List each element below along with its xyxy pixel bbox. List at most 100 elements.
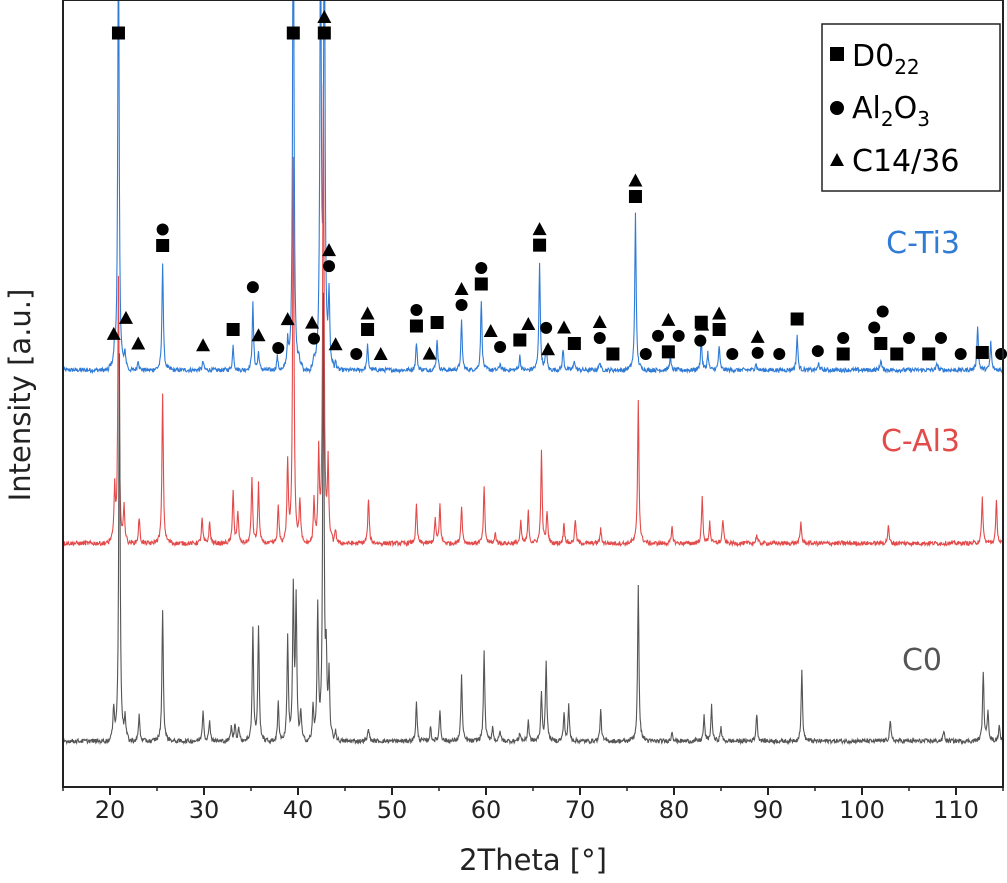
al2o3-marker (156, 223, 169, 236)
d022-marker (606, 347, 620, 361)
d022-marker (156, 239, 170, 252)
x-tick-label: 20 (95, 796, 126, 824)
y-axis-title: Intensity [a.u.] (3, 289, 37, 502)
legend-al2o3-o: O (894, 91, 918, 126)
d022-marker (628, 190, 642, 203)
legend-al2o3-2: 2 (881, 107, 894, 131)
x-tick-label: 50 (377, 796, 408, 824)
d022-marker (513, 333, 527, 347)
al2o3-marker (639, 348, 652, 360)
legend-square-marker (830, 47, 844, 61)
c14-36-marker (422, 346, 437, 360)
al2o3-marker (540, 321, 553, 334)
al2o3-marker (876, 305, 889, 318)
al2o3-marker (272, 341, 285, 354)
al2o3-marker (593, 332, 606, 344)
x-tick-label: 70 (565, 796, 596, 824)
legend-d022: D022 (852, 39, 920, 79)
al2o3-marker (323, 260, 336, 273)
c14-36-marker (695, 317, 710, 331)
legend-al2o3-3: 3 (917, 107, 930, 131)
c14-36-marker (280, 312, 295, 326)
d022-marker (661, 345, 675, 359)
d022-marker (111, 26, 125, 40)
x-tick-label: 80 (659, 796, 690, 824)
legend-box (821, 23, 1001, 192)
c14-36-marker (628, 173, 643, 187)
x-tick-label: 90 (753, 796, 784, 824)
legend-c14-36: C14/36 (852, 144, 959, 179)
c14-36-marker (131, 336, 146, 350)
c14-36-marker (106, 326, 121, 340)
c14-36-marker (541, 342, 556, 356)
al2o3-marker (934, 331, 947, 344)
series-line (63, 292, 1003, 746)
legend-triangle-marker (830, 153, 844, 166)
c14-36-marker (118, 310, 133, 324)
d022-marker (975, 345, 989, 359)
d022-marker (430, 316, 444, 329)
legend: D022 Al2O3 C14/36 (821, 23, 1001, 192)
series-c-ti3 (63, 0, 1003, 375)
al2o3-marker (494, 341, 507, 353)
c14-36-marker (521, 317, 536, 330)
legend-d022-main: D0 (852, 39, 894, 74)
d022-marker (226, 323, 240, 336)
x-tick-label: 30 (189, 796, 220, 824)
al2o3-marker (694, 334, 707, 347)
c14-36-marker (328, 337, 343, 351)
al2o3-marker (475, 262, 488, 274)
d022-marker (836, 347, 850, 361)
d022-marker (712, 323, 726, 336)
c14-36-marker (251, 328, 266, 342)
c14-36-marker (196, 338, 211, 352)
d022-marker (922, 347, 936, 361)
al2o3-marker (350, 348, 363, 360)
d022-marker (286, 26, 300, 40)
x-tick-label: 100 (839, 796, 885, 824)
al2o3-marker (811, 345, 824, 358)
al2o3-marker (773, 348, 786, 360)
legend-al2o3: Al2O3 (852, 91, 930, 131)
legend-d022-sub: 22 (894, 55, 919, 79)
al2o3-marker (954, 348, 967, 360)
al2o3-marker (410, 304, 423, 316)
x-tick-label: 110 (933, 796, 979, 824)
al2o3-marker (751, 346, 764, 359)
c14-36-marker (454, 282, 469, 295)
al2o3-marker (455, 299, 468, 311)
d022-marker (474, 277, 488, 291)
al2o3-marker (837, 332, 850, 344)
al2o3-marker (903, 332, 915, 344)
d022-marker (317, 26, 331, 40)
d022-marker (790, 312, 804, 326)
series-line (63, 0, 1003, 375)
phase-markers (106, 10, 1007, 361)
al2o3-marker (672, 329, 685, 342)
c14-36-marker (305, 315, 320, 329)
c14-36-marker (557, 320, 572, 334)
x-axis-title: 2Theta [°] (459, 843, 607, 877)
d022-marker (533, 238, 547, 252)
series-layer (63, 0, 1003, 746)
series-label-c-ti3: C-Ti3 (886, 226, 960, 261)
series-line (63, 83, 1003, 548)
al2o3-marker (995, 348, 1007, 360)
al2o3-marker (246, 281, 259, 294)
al2o3-marker (307, 332, 320, 345)
series-c-al3 (63, 83, 1003, 548)
x-tick-label: 60 (471, 796, 502, 824)
c14-36-marker (661, 312, 676, 326)
c14-36-marker (360, 306, 375, 320)
d022-marker (409, 319, 423, 333)
legend-al2o3-al: Al (852, 91, 881, 126)
d022-marker (890, 347, 904, 361)
legend-circle-marker (830, 101, 844, 115)
c14-36-marker (532, 222, 547, 236)
c14-36-marker (373, 347, 388, 360)
d022-marker (567, 337, 581, 350)
series-label-c0: C0 (902, 643, 942, 678)
x-axis: 20 30 40 50 60 70 80 90 100 110 (62, 787, 1004, 824)
al2o3-marker (652, 329, 665, 342)
